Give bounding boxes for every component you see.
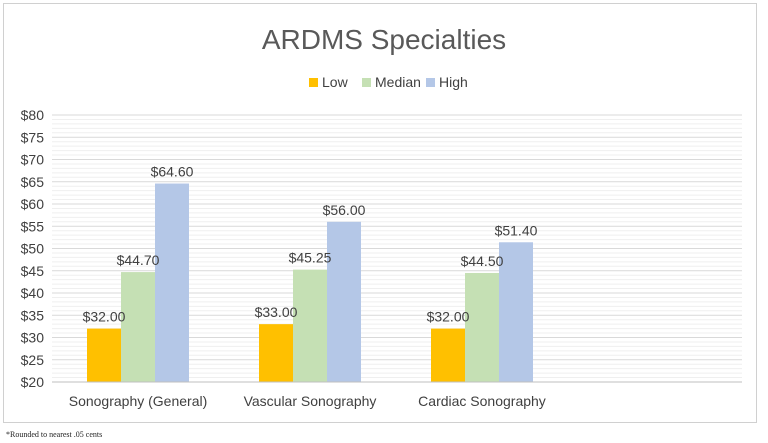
y-tick-label: $45 — [21, 263, 45, 279]
x-category-label: Sonography (General) — [69, 393, 208, 409]
footnote: *Rounded to nearest .05 cents — [6, 430, 103, 439]
bar-low — [431, 328, 465, 382]
y-tick-label: $40 — [21, 285, 45, 301]
y-tick-label: $25 — [21, 352, 45, 368]
y-tick-label: $70 — [21, 152, 45, 168]
y-tick-label: $50 — [21, 241, 45, 257]
data-label: $44.50 — [461, 253, 504, 269]
data-label: $56.00 — [323, 202, 366, 218]
legend-swatch-low — [309, 78, 318, 87]
x-category-label: Vascular Sonography — [244, 393, 377, 409]
y-axis: $20 $25 $30 $35 $40 $45 $50 $55 $60 $65 $70 $75 $80 — [21, 107, 45, 390]
bars — [87, 183, 533, 382]
bar-chart: ARDMS Specialties Low Median High $20 $25 $3… — [21, 24, 742, 409]
legend-swatch-median — [362, 78, 371, 87]
bar-high — [327, 221, 361, 382]
data-label: $33.00 — [255, 304, 298, 320]
bar-high — [499, 242, 533, 382]
legend-label-low: Low — [322, 74, 349, 90]
x-category-label: Cardiac Sonography — [418, 393, 546, 409]
legend-swatch-high — [426, 78, 435, 87]
y-tick-label: $60 — [21, 196, 45, 212]
chart-title: ARDMS Specialties — [262, 24, 506, 55]
bar-low — [87, 328, 121, 382]
data-label: $44.70 — [117, 252, 160, 268]
y-tick-label: $35 — [21, 307, 45, 323]
bar-median — [121, 272, 155, 382]
y-tick-label: $20 — [21, 374, 45, 390]
data-label: $32.00 — [427, 309, 470, 325]
y-tick-label: $80 — [21, 107, 45, 123]
chart-legend: Low Median High — [309, 74, 468, 90]
bar-median — [293, 269, 327, 382]
data-label: $45.25 — [289, 250, 332, 266]
data-labels: $32.00 $44.70 $64.60 $33.00 $45.25 $56.00 $32.… — [83, 164, 538, 325]
legend-label-median: Median — [375, 74, 421, 90]
bar-low — [259, 324, 293, 382]
x-axis: Sonography (General) Vascular Sonography C… — [52, 381, 742, 409]
data-label: $32.00 — [83, 309, 126, 325]
y-tick-label: $65 — [21, 174, 45, 190]
y-tick-label: $30 — [21, 330, 45, 346]
legend-label-high: High — [439, 74, 468, 90]
data-label: $51.40 — [495, 222, 538, 238]
data-label: $64.60 — [151, 164, 194, 180]
bar-high — [155, 183, 189, 382]
y-tick-label: $75 — [21, 129, 45, 145]
y-tick-label: $55 — [21, 218, 45, 234]
chart-area: ARDMS Specialties Low Median High $20 $25 $3… — [3, 3, 757, 423]
bar-median — [465, 272, 499, 382]
